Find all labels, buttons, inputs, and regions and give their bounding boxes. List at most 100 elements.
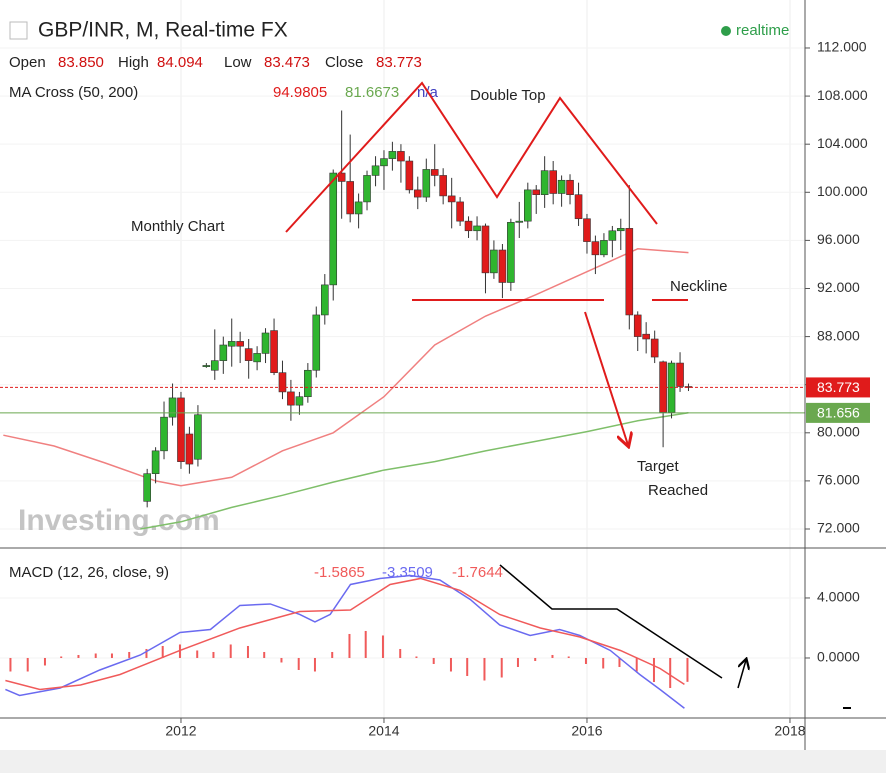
candle-body	[168, 397, 177, 418]
y-tick-label: 104.000	[817, 135, 868, 151]
candle-body	[227, 341, 236, 347]
candle-body	[490, 249, 498, 274]
candle-body	[329, 172, 338, 286]
price-label-box	[806, 402, 870, 423]
collapse-icon[interactable]	[9, 21, 28, 40]
candle-body	[473, 225, 481, 232]
candle-body	[532, 189, 541, 195]
status: realtime	[736, 22, 789, 39]
candle-body	[600, 240, 608, 256]
candle-body	[439, 175, 447, 197]
annotation: Monthly Chart	[131, 218, 225, 235]
y-tick-label: 0.0000	[817, 649, 860, 665]
candle-body	[388, 151, 397, 159]
candle-body	[549, 170, 557, 194]
candle-body	[143, 473, 151, 502]
candle-body	[346, 181, 354, 215]
candle-body	[507, 222, 515, 283]
candle-body	[194, 414, 202, 460]
candle-body	[337, 172, 346, 182]
candle-body	[642, 333, 650, 340]
candle-body	[608, 230, 617, 241]
indicator-label: MACD (12, 26, close, 9)	[9, 564, 169, 581]
target-arrow	[584, 311, 628, 445]
indicator-value: -3.3509	[382, 564, 433, 581]
line-series	[3, 248, 689, 487]
candle-body	[413, 189, 422, 198]
macd-arrow	[737, 660, 746, 689]
annotation: Double Top	[470, 87, 546, 104]
candle-body	[498, 249, 507, 283]
indicator-label: MA Cross (50, 200)	[9, 84, 138, 101]
candle-body	[676, 362, 684, 387]
candle-body	[151, 450, 160, 474]
annotation: Neckline	[670, 278, 728, 295]
ohlc-label: High	[118, 54, 149, 71]
annotation: Reached	[648, 482, 708, 499]
ohlc-value: 84.094	[157, 54, 203, 71]
y-tick-label: 76.000	[817, 472, 860, 488]
candle-body	[397, 151, 405, 162]
candle-body	[625, 228, 634, 316]
candle-body	[405, 160, 414, 191]
candle-body	[540, 170, 549, 195]
candle-body	[202, 365, 211, 367]
x-tick-label: 2016	[571, 723, 602, 739]
indicator-value: -1.7644	[452, 564, 503, 581]
ohlc-label: Open	[9, 54, 46, 71]
ohlc-label: Low	[224, 54, 252, 71]
candle-body	[321, 284, 329, 316]
ohlc-value: 83.850	[58, 54, 104, 71]
candle-body	[456, 201, 464, 222]
y-tick-label: 108.000	[817, 87, 868, 103]
candle-body	[633, 314, 642, 337]
candle-body	[583, 218, 591, 242]
candle-body	[177, 397, 185, 462]
candle-body	[244, 348, 253, 361]
candle-body	[591, 241, 600, 256]
line-series	[5, 574, 685, 709]
y-tick-label: 80.000	[817, 423, 860, 439]
candle-body	[312, 314, 321, 371]
indicator-value: -1.5865	[314, 564, 365, 581]
y-tick-label: 112.000	[817, 39, 867, 55]
ohlc-label: Close	[325, 54, 363, 71]
annotation: Target	[637, 458, 680, 475]
candle-body	[481, 225, 490, 274]
line-series	[140, 411, 689, 530]
x-tick-label: 2012	[165, 723, 196, 739]
candle-body	[278, 372, 287, 393]
price-label: 81.656	[817, 405, 860, 421]
candle-body	[270, 330, 278, 373]
macd-sketch	[499, 564, 723, 679]
candle-body	[447, 195, 456, 203]
candle-body	[574, 194, 583, 220]
toolbar-bg	[0, 750, 886, 773]
candle-body	[304, 369, 312, 398]
x-tick-label: 2018	[774, 723, 805, 739]
price-label: 83.773	[817, 379, 860, 395]
candle-body	[616, 228, 625, 232]
indicator-value: 94.9805	[273, 84, 327, 101]
candle-body	[557, 179, 566, 194]
y-tick-label: 92.000	[817, 279, 860, 295]
double-top-sketch	[285, 81, 658, 233]
candle-body	[219, 344, 228, 361]
candle-body	[295, 396, 304, 406]
candle-body	[210, 360, 219, 371]
candle-body	[236, 341, 244, 347]
watermark: Investing.com	[18, 504, 220, 537]
x-tick-label: 2014	[368, 723, 399, 739]
candle-body	[650, 338, 659, 358]
candle-body	[287, 391, 295, 406]
y-tick-label: 4.0000	[817, 589, 860, 605]
candle-body	[464, 220, 473, 232]
y-tick-label: 88.000	[817, 327, 860, 343]
candle-body	[422, 169, 431, 198]
price-label-box	[806, 377, 870, 398]
candle-body	[185, 433, 194, 465]
candle-body	[261, 332, 270, 354]
candle-body	[371, 165, 380, 176]
